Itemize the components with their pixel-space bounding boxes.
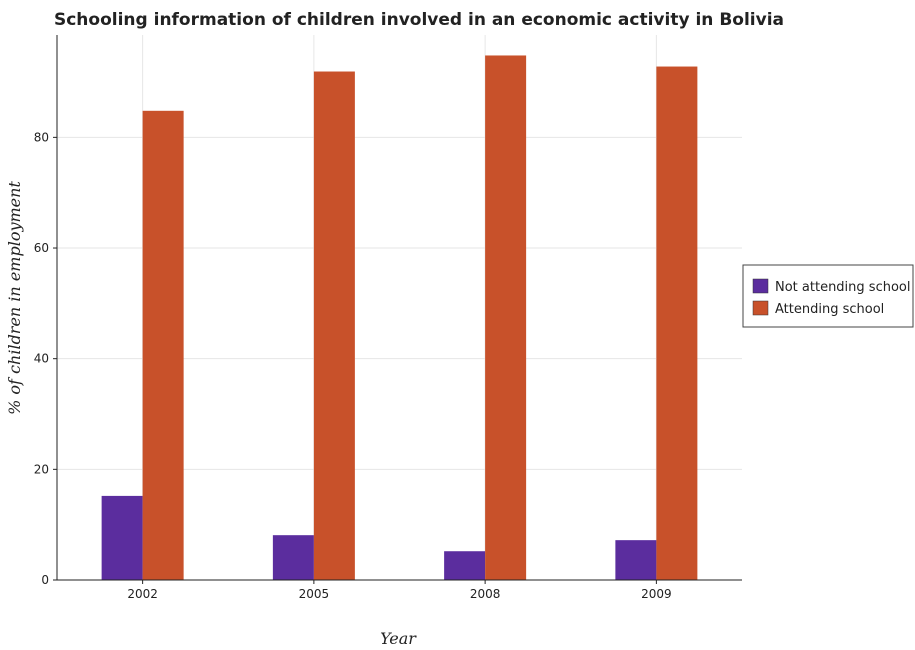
y-tick-label: 80 [34,130,49,144]
legend-label: Not attending school [775,280,910,295]
x-tick-label: 2009 [641,587,672,601]
bar-not-attending-2009 [615,540,657,580]
axes [53,35,742,584]
legend-swatch [752,278,769,294]
legend-label: Attending school [775,302,884,317]
chart-title: Schooling information of children involv… [54,10,784,30]
bar-attending-2008 [485,55,527,580]
bar-attending-2009 [656,66,698,580]
x-tick-label: 2002 [127,587,158,601]
y-tick-label: 40 [34,352,49,366]
y-tick-label: 60 [34,241,49,255]
legend-box [742,264,914,328]
y-tick-label: 0 [41,573,49,587]
legend: Not attending school Attending school [742,264,914,328]
y-tick-label: 20 [34,462,49,476]
x-axis-label: Year [380,629,417,648]
bar-attending-2005 [313,71,355,581]
bar-attending-2002 [142,110,184,580]
y-axis-label: % of children in employment [5,181,24,415]
bars [101,55,698,581]
bar-not-attending-2008 [444,551,486,580]
x-tick-label: 2005 [299,587,330,601]
bar-not-attending-2002 [101,495,143,580]
bar-not-attending-2005 [272,535,314,580]
tick-labels: 0 20 40 60 80 2002 2005 2008 2009 [34,130,672,601]
x-tick-label: 2008 [470,587,501,601]
legend-swatch [752,300,769,316]
